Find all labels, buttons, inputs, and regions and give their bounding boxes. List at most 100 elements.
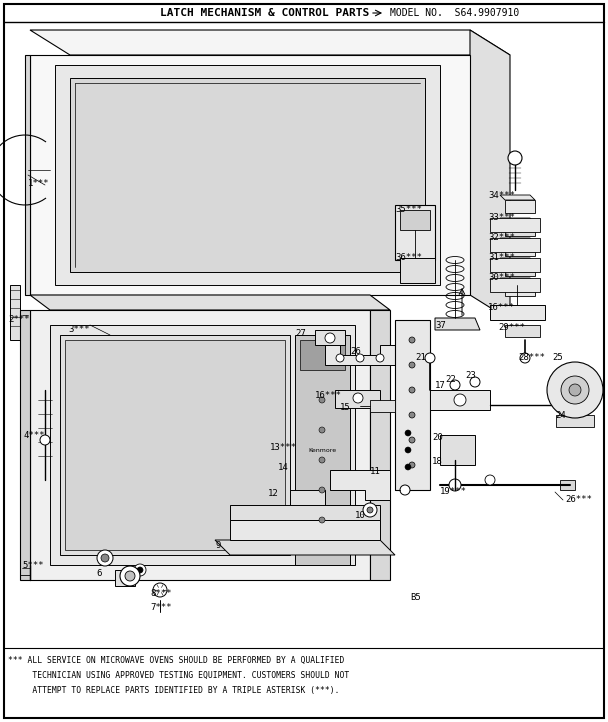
Polygon shape (490, 258, 540, 272)
Circle shape (485, 475, 495, 485)
Polygon shape (50, 325, 355, 565)
Text: 37: 37 (435, 321, 446, 329)
Circle shape (450, 380, 460, 390)
Text: 36***: 36*** (395, 253, 422, 263)
Polygon shape (505, 283, 535, 296)
Circle shape (319, 487, 325, 493)
Polygon shape (395, 205, 435, 260)
Circle shape (363, 503, 377, 517)
Circle shape (449, 479, 461, 491)
Text: 29***: 29*** (498, 323, 525, 333)
Circle shape (409, 412, 415, 418)
Text: 34***: 34*** (488, 191, 515, 199)
Polygon shape (505, 200, 535, 213)
Text: 23: 23 (465, 370, 475, 380)
Polygon shape (505, 263, 535, 276)
Polygon shape (500, 218, 535, 223)
Polygon shape (230, 520, 380, 540)
Text: 21: 21 (415, 354, 426, 362)
Circle shape (470, 377, 480, 387)
Polygon shape (505, 325, 540, 337)
Polygon shape (30, 30, 510, 55)
Circle shape (409, 362, 415, 368)
Text: 7***: 7*** (150, 604, 171, 612)
Polygon shape (55, 65, 440, 285)
Polygon shape (25, 55, 30, 295)
Text: 16***: 16*** (488, 303, 515, 313)
Polygon shape (10, 285, 20, 340)
Polygon shape (295, 335, 350, 565)
Text: 27: 27 (295, 329, 306, 337)
Text: 33***: 33*** (488, 214, 515, 222)
Polygon shape (500, 258, 535, 263)
Polygon shape (300, 340, 345, 370)
Text: 22: 22 (445, 375, 456, 385)
Polygon shape (60, 335, 290, 555)
Text: 19***: 19*** (440, 487, 467, 497)
Text: 16***: 16*** (315, 391, 342, 399)
Polygon shape (335, 390, 380, 408)
Text: MODEL NO.  S64.9907910: MODEL NO. S64.9907910 (390, 8, 519, 18)
Polygon shape (400, 210, 430, 230)
Polygon shape (30, 295, 390, 310)
Circle shape (400, 485, 410, 495)
Polygon shape (435, 318, 480, 330)
Polygon shape (290, 490, 325, 510)
Circle shape (520, 353, 530, 363)
Text: 26: 26 (350, 347, 361, 357)
Polygon shape (395, 320, 430, 490)
Circle shape (409, 387, 415, 393)
Text: *** ALL SERVICE ON MICROWAVE OVENS SHOULD BE PERFORMED BY A QUALIFIED: *** ALL SERVICE ON MICROWAVE OVENS SHOUL… (8, 656, 344, 664)
Circle shape (405, 447, 411, 453)
Circle shape (336, 354, 344, 362)
Circle shape (409, 337, 415, 343)
Polygon shape (556, 415, 594, 427)
Circle shape (325, 333, 335, 343)
Polygon shape (500, 278, 535, 283)
Text: 17: 17 (435, 381, 446, 391)
Circle shape (120, 566, 140, 586)
Circle shape (409, 437, 415, 443)
Polygon shape (500, 238, 535, 243)
Text: 6: 6 (96, 570, 102, 578)
Text: 32***: 32*** (488, 233, 515, 243)
Polygon shape (215, 540, 395, 555)
Polygon shape (505, 223, 535, 236)
Polygon shape (400, 258, 435, 283)
Circle shape (569, 384, 581, 396)
Polygon shape (70, 78, 425, 272)
Circle shape (353, 393, 363, 403)
Polygon shape (30, 310, 370, 580)
Circle shape (134, 564, 146, 576)
Circle shape (425, 353, 435, 363)
Polygon shape (315, 330, 345, 345)
Text: 30***: 30*** (488, 274, 515, 282)
Text: B5: B5 (410, 593, 421, 602)
Circle shape (319, 427, 325, 433)
Circle shape (153, 583, 167, 597)
Text: 2***: 2*** (8, 316, 30, 324)
Circle shape (319, 457, 325, 463)
Text: 26***: 26*** (565, 495, 592, 505)
Text: 1***: 1*** (28, 178, 49, 188)
Polygon shape (20, 310, 30, 580)
Circle shape (367, 507, 373, 513)
Circle shape (409, 462, 415, 468)
Text: 13***: 13*** (270, 443, 297, 453)
Polygon shape (330, 470, 390, 500)
Polygon shape (440, 435, 475, 465)
Text: 18: 18 (432, 458, 443, 466)
Text: 11: 11 (370, 468, 381, 477)
Polygon shape (4, 4, 604, 718)
Text: ATTEMPT TO REPLACE PARTS IDENTIFIED BY A TRIPLE ASTERISK (***).: ATTEMPT TO REPLACE PARTS IDENTIFIED BY A… (8, 685, 344, 695)
Circle shape (97, 550, 113, 566)
Polygon shape (505, 243, 535, 256)
Polygon shape (325, 345, 395, 365)
Circle shape (405, 430, 411, 436)
Polygon shape (65, 340, 285, 550)
Polygon shape (370, 400, 395, 412)
Circle shape (508, 151, 522, 165)
Text: 31***: 31*** (488, 253, 515, 263)
Text: 5***: 5*** (22, 560, 44, 570)
Polygon shape (370, 310, 390, 580)
